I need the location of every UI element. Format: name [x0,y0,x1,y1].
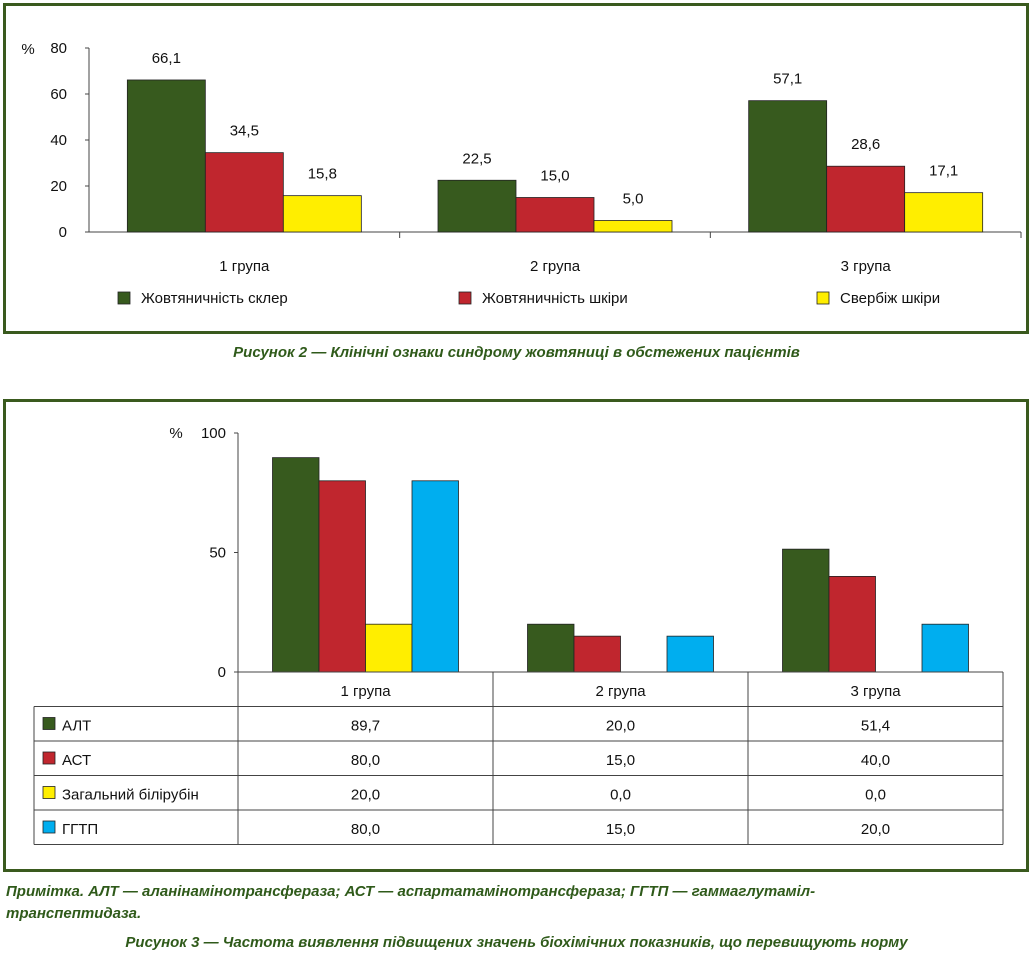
legend-label: Жовтяничність шкіри [482,290,628,307]
bar [826,165,906,233]
bar-value-label: 66,1 [152,50,181,67]
bar-value-label: 28,6 [851,136,880,153]
table-legend-swatch [42,751,56,765]
table-row-label: АСТ [62,752,91,769]
bar [921,623,969,673]
y-tick-label: 80 [50,40,67,57]
bar [748,100,828,233]
x-category-label: 3 група [841,258,892,275]
table-value-cell: 89,7 [351,718,380,735]
figure-3-note-line-1: Примітка. АЛТ — аланінамінотрансфераза; … [6,883,816,900]
bar-value-label: 15,0 [540,168,569,185]
table-legend-swatch [42,717,56,730]
x-category-label: 2 група [530,258,581,275]
y-tick-label: 60 [50,86,67,103]
bar-value-label: 22,5 [462,150,491,167]
y-tick-label: 20 [50,178,67,195]
bar [318,480,366,673]
y-tick-label: 100 [201,425,226,442]
table-value-cell: 80,0 [351,752,380,769]
bar [527,623,575,673]
legend-label: Жовтяничність склер [141,290,288,307]
legend-swatch [458,291,472,305]
table-header-cell: 3 група [850,683,901,700]
x-category-label: 1 група [219,258,270,275]
y-tick-label: 0 [59,224,67,241]
figure-3-caption: Рисунок 3 — Частота виявлення підвищених… [125,934,908,951]
bar-value-label: 17,1 [929,163,958,180]
legend-swatch [816,291,830,305]
table-legend-swatch [42,786,56,799]
bar [365,623,413,673]
table-header-cell: 2 група [595,683,646,700]
table-value-cell: 51,4 [861,718,890,735]
table-value-cell: 20,0 [861,821,890,838]
table-value-cell: 0,0 [610,787,631,804]
bar-value-label: 57,1 [773,71,802,88]
y-tick-label: 50 [209,545,226,562]
bar [828,576,876,673]
bar [437,179,517,233]
figure-3-note-line-2: транспептидаза. [6,905,142,922]
table-value-cell: 20,0 [606,718,635,735]
table-header-cell: 1 група [340,683,391,700]
bar [272,457,320,673]
bar-value-label: 5,0 [623,191,644,208]
figure-3-chart: % 0 50 100 1 група 2 група 3 група АЛТ 89,7 20,0 5… [33,425,1004,845]
bar-value-label: 15,8 [308,166,337,183]
bar [782,548,830,673]
table-row-label: Загальний білірубін [62,787,199,804]
table-value-cell: 0,0 [865,787,886,804]
bar [666,635,714,673]
bar [593,220,673,233]
bar-value-label: 34,5 [230,123,259,140]
table-value-cell: 15,0 [606,752,635,769]
figure-2-chart: % 0 20 40 60 80 1 група 66,1 34,5 15,8 2 група 22,5… [21,40,1022,307]
table-legend-swatch [42,820,56,834]
figure-2-caption: Рисунок 2 — Клінічні ознаки синдрому жов… [233,344,800,361]
y-axis-unit-label: % [21,41,34,58]
table-row-label: ГГТП [62,821,98,838]
legend-label: Свербіж шкіри [840,290,940,307]
table-row-label: АЛТ [62,718,91,735]
bar [515,197,595,233]
y-tick-label: 40 [50,132,67,149]
table-value-cell: 40,0 [861,752,890,769]
bar [282,195,362,233]
y-tick-label: 0 [218,664,226,681]
legend-swatch [117,291,131,305]
bar [204,152,284,233]
table-value-cell: 80,0 [351,821,380,838]
bar [411,480,459,673]
bar [573,635,621,673]
table-value-cell: 20,0 [351,787,380,804]
y-axis-unit-label: % [169,425,182,442]
table-value-cell: 15,0 [606,821,635,838]
bar [904,192,984,233]
